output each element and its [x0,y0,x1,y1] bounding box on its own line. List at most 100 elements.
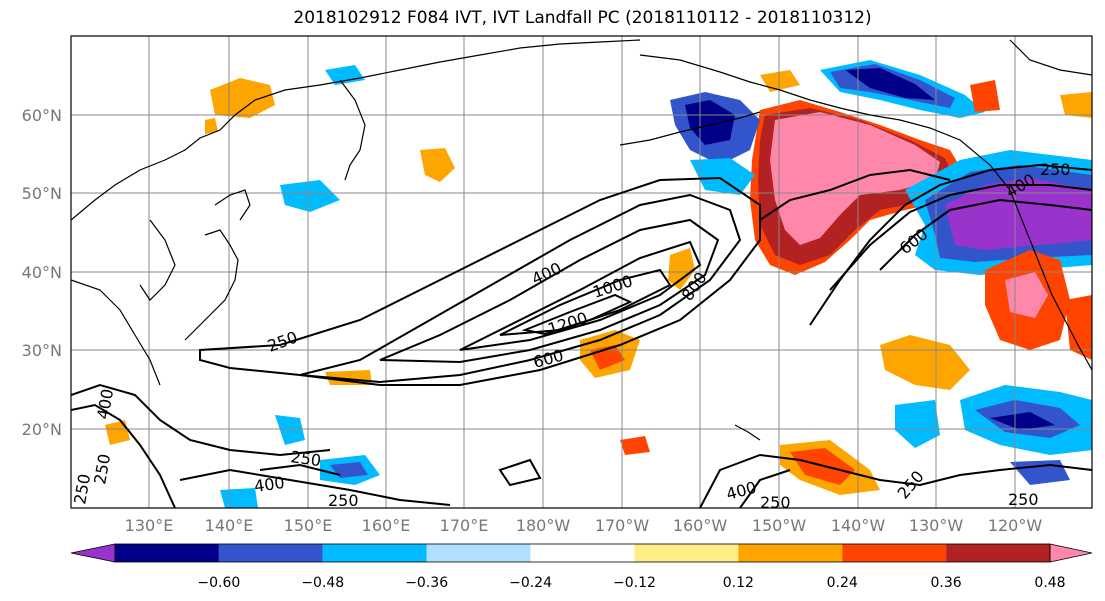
shade-ne-o [1060,92,1092,118]
lon-label: 160°W [673,516,728,535]
coast-aleutians [619,111,761,146]
shade-mid-orange4 [620,436,650,455]
lon-labels: 130°E 140°E 150°E 160°E 170°E 180°W 170°W 160°W… [125,516,1043,535]
shade-w-orange2 [420,148,455,182]
contour-label: 250 [265,327,300,355]
colorbar-label: −0.12 [613,575,656,591]
colorbar-swatch [842,544,947,562]
colorbar-label: 0.24 [827,575,858,591]
contour-label: 1000 [590,271,635,302]
ivt-contours [71,163,1092,508]
contour-s2 [259,463,341,476]
shade-nw-orange [205,118,218,134]
lat-label: 60°N [22,106,62,125]
shade-se2-lb [895,400,940,448]
colorbar-swatch [634,544,739,562]
lon-label: 180°W [516,516,571,535]
contour-label: 250 [760,493,791,512]
contour-1200 [521,293,633,336]
contour-400 [299,193,742,384]
coast-japan2 [214,189,251,221]
contour-se-250 [699,453,1092,508]
coast-canada [1009,39,1092,76]
shade-w-lb2 [325,65,365,85]
lat-labels: 60°N 50°N 40°N 30°N 20°N [22,106,62,439]
shade-baja-orange [880,335,970,390]
coast-hawaii [734,424,761,441]
contour-s-400 [739,469,791,508]
contour-label: 250 [70,472,94,505]
lat-label: 30°N [22,341,62,360]
colorbar-extend-min [70,543,116,563]
contour-label: 400 [253,473,286,496]
coastlines [71,39,1092,441]
colorbar-label: −0.24 [509,575,552,591]
shade-sw-lb [275,415,305,445]
contour-label: 400 [724,478,758,504]
contour-label: 250 [1040,160,1071,179]
shade-alaska-o2 [970,80,1000,112]
colorbar-swatch [738,544,843,562]
lon-label: 140°E [205,516,254,535]
contour-800 [459,240,702,351]
contour-label: 250 [1008,490,1039,509]
lon-label: 170°W [595,516,650,535]
contour-gulf [759,168,951,221]
shade-ak-navy [845,68,935,100]
shade-w-lb [280,180,340,212]
coast-korea [139,219,176,301]
contour-mid [498,458,542,487]
map-title: 2018102912 F084 IVT, IVT Landfall PC (20… [293,8,872,28]
contour-label: 250 [894,467,928,503]
graticule [71,36,1092,508]
contour-sw-400 [71,403,176,508]
colorbar-label: 0.12 [723,575,754,591]
colorbar-label: 0.48 [1034,575,1065,591]
contour-label: 400 [529,258,565,288]
contour-label: 250 [328,491,359,510]
colorbar-swatch [322,544,427,562]
shade-gulf-pink [770,112,940,245]
colorbar-extend-max [1049,543,1093,563]
contour-sw-250 [71,383,331,457]
colorbar-swatch [530,544,635,562]
shade-sw-blue3 [220,488,258,508]
colorbar-label: 0.36 [931,575,962,591]
lat-label: 20°N [22,420,62,439]
colorbar-swatch [218,544,323,562]
coast-asia [71,39,641,221]
coast-kamchatka [339,79,366,181]
lon-label: 160°E [362,516,411,535]
coast-china [71,279,161,386]
shade-ca-orange2 [1065,295,1092,360]
shade-aleut-lb [690,158,755,195]
lon-label: 130°W [909,516,964,535]
shade-se3-lb [1010,460,1070,485]
shade-w-orange [210,78,275,118]
colorbar-swatch [426,544,531,562]
contour-ne-400 [829,184,1092,291]
colorbar-label: −0.48 [301,575,344,591]
colorbar-swatch [946,544,1050,562]
lat-label: 40°N [22,263,62,282]
contour-600 [379,218,720,364]
lon-label: 140°W [831,516,886,535]
shade-aleut-navy [685,100,735,145]
coast-alaska [639,54,1092,371]
lon-label: 130°E [125,516,174,535]
map-frame [70,35,1093,509]
shade-sw-orange [105,420,130,445]
colorbar-frame [114,543,1051,563]
shade-pnw-purple [945,178,1092,250]
lon-label: 150°W [752,516,807,535]
contour-ne-600 [879,198,1092,271]
coast-japan [184,229,239,341]
shade-ca-pink [1005,272,1048,318]
shade-alaska-o [760,70,800,92]
lon-label: 150°E [284,516,333,535]
shade-se-navy [990,412,1055,430]
contour-label: 250 [289,447,322,470]
contour-label: 250 [90,452,114,485]
lon-label: 170°E [440,516,489,535]
